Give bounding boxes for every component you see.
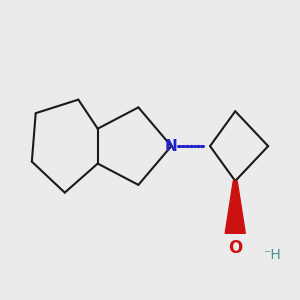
Text: O: O <box>228 239 242 257</box>
Polygon shape <box>225 181 245 233</box>
Text: ⁻H: ⁻H <box>263 248 281 262</box>
Text: N: N <box>165 139 178 154</box>
